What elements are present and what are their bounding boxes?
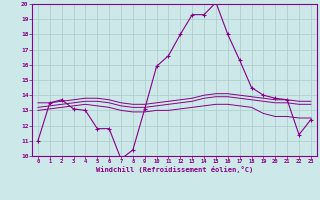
X-axis label: Windchill (Refroidissement éolien,°C): Windchill (Refroidissement éolien,°C) — [96, 166, 253, 173]
